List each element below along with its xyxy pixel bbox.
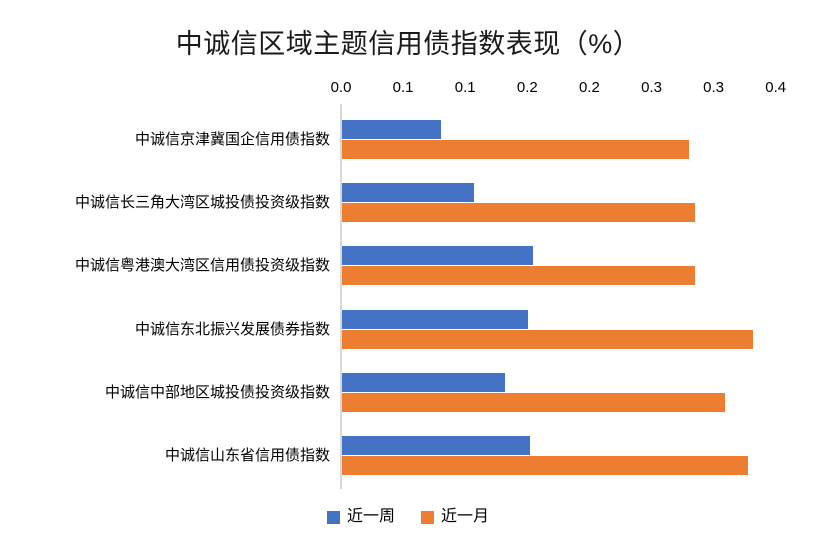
category-label: 中诚信中部地区城投债投资级指数	[104, 383, 330, 401]
chart-title: 中诚信区域主题信用债指数表现（%）	[175, 29, 641, 59]
bar-week	[342, 372, 505, 392]
bar-week	[342, 182, 474, 202]
bar-group	[342, 372, 816, 413]
x-tick-2: 0.1	[454, 79, 476, 96]
category-row: 中诚信中部地区城投债投资级指数	[0, 361, 816, 424]
category-row: 中诚信东北振兴发展债券指数	[0, 298, 816, 361]
value-axis-line	[340, 104, 342, 489]
bar-week	[342, 119, 442, 139]
legend-swatch-week	[326, 510, 340, 524]
chart-legend: 近一周 近一月	[0, 508, 816, 526]
x-tick-0: 0.0	[330, 79, 352, 96]
category-row: 中诚信长三角大湾区城投债投资级指数	[0, 171, 816, 234]
legend-item-week[interactable]: 近一周	[326, 508, 395, 526]
bar-month	[342, 392, 725, 412]
bar-month	[342, 456, 749, 476]
bar-month	[342, 202, 695, 222]
category-row: 中诚信山东省信用债指数	[0, 425, 816, 488]
bar-week	[342, 309, 529, 329]
category-label: 中诚信山东省信用债指数	[164, 447, 330, 465]
x-tick-6: 0.3	[703, 79, 725, 96]
bar-month	[342, 329, 754, 349]
category-label: 中诚信粤港澳大湾区信用债投资级指数	[74, 257, 330, 275]
category-label: 中诚信东北振兴发展债券指数	[134, 320, 330, 338]
bar-month	[342, 139, 689, 159]
legend-label-month: 近一月	[441, 508, 490, 525]
legend-item-month[interactable]: 近一月	[421, 508, 489, 526]
category-label: 中诚信京津冀国企信用债指数	[134, 130, 330, 148]
x-tick-1: 0.1	[392, 79, 414, 96]
x-tick-5: 0.3	[641, 79, 662, 96]
bar-week	[342, 246, 534, 266]
x-tick-4: 0.2	[578, 79, 600, 96]
bar-group	[342, 436, 816, 476]
category-label: 中诚信长三角大湾区城投债投资级指数	[74, 193, 330, 211]
bar-group	[342, 119, 816, 160]
x-axis-tick-labels: 0.0 0.1 0.1 0.2 0.2 0.3 0.3 0.4	[0, 78, 816, 98]
bar-month	[342, 266, 695, 286]
category-row: 中诚信粤港澳大湾区信用债投资级指数	[0, 235, 816, 298]
bar-group	[342, 309, 816, 350]
legend-swatch-month	[421, 510, 434, 524]
x-tick-7: 0.4	[765, 79, 787, 96]
category-row: 中诚信京津冀国企信用债指数	[0, 108, 816, 171]
bar-group	[342, 246, 816, 286]
bar-group	[342, 182, 816, 223]
legend-label-week: 近一周	[346, 508, 395, 525]
x-tick-3: 0.2	[516, 79, 538, 96]
bar-week	[342, 436, 530, 456]
